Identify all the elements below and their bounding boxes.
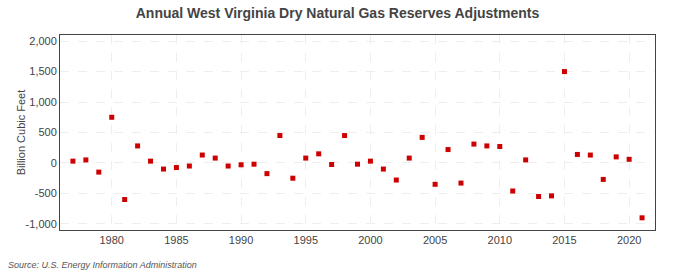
svg-text:0: 0 xyxy=(51,157,57,169)
svg-text:Annual West Virginia Dry Natur: Annual West Virginia Dry Natural Gas Res… xyxy=(136,5,540,21)
svg-text:1990: 1990 xyxy=(229,234,253,246)
svg-text:2000: 2000 xyxy=(358,234,382,246)
svg-text:2015: 2015 xyxy=(552,234,576,246)
svg-text:1,500: 1,500 xyxy=(29,65,57,77)
svg-text:2010: 2010 xyxy=(488,234,512,246)
svg-text:2,000: 2,000 xyxy=(29,35,57,47)
svg-text:Source: U.S. Energy Informatio: Source: U.S. Energy Information Administ… xyxy=(8,260,197,270)
svg-text:-500: -500 xyxy=(35,187,57,199)
svg-text:-1,000: -1,000 xyxy=(26,218,57,230)
svg-text:2020: 2020 xyxy=(617,234,641,246)
svg-text:1980: 1980 xyxy=(99,234,123,246)
svg-text:500: 500 xyxy=(38,126,56,138)
svg-text:Billion Cubic Feet: Billion Cubic Feet xyxy=(15,90,27,176)
svg-text:1,000: 1,000 xyxy=(29,96,57,108)
svg-text:1995: 1995 xyxy=(294,234,318,246)
svg-text:2005: 2005 xyxy=(423,234,447,246)
svg-text:1985: 1985 xyxy=(164,234,188,246)
